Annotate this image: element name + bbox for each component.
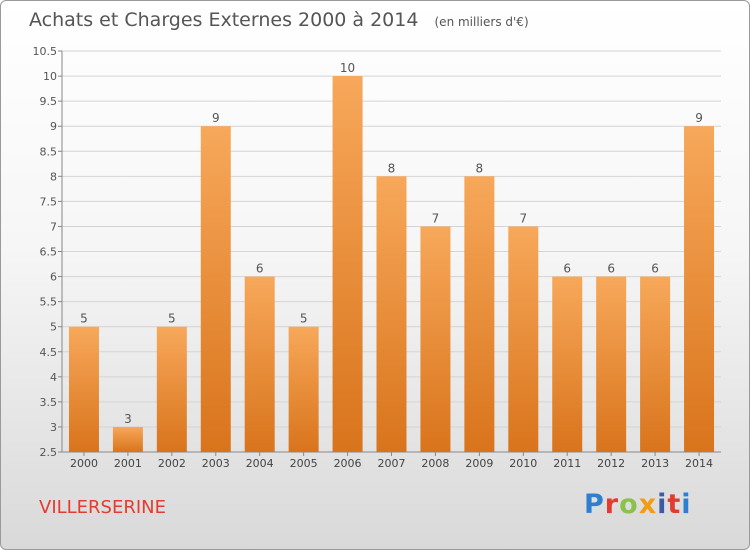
chart-title: Achats et Charges Externes 2000 à 2014 (… [29,9,529,31]
x-tick-label-2007: 2007 [378,457,406,470]
bar-2010 [508,226,539,452]
data-label-2003: 9 [212,111,220,125]
data-label-2004: 6 [256,262,264,276]
proxiti-logo: Proxiti [584,489,692,520]
y-tick-label: 4.5 [40,346,58,359]
data-label-2002: 5 [168,312,176,326]
x-tick-label-2002: 2002 [158,457,186,470]
bar-2005 [288,326,319,452]
x-tick-label-2000: 2000 [70,457,98,470]
y-tick-label: 9 [50,120,57,133]
y-tick-label: 10.5 [33,45,58,58]
data-label-2000: 5 [80,312,88,326]
bar-2007 [376,176,407,452]
logo-letter: o [619,489,639,520]
x-tick-label-2003: 2003 [202,457,230,470]
logo-letter: t [667,489,682,520]
x-tick-label-2004: 2004 [246,457,274,470]
x-tick-label-2009: 2009 [465,457,493,470]
bar-2001 [112,426,143,452]
logo-letter: r [604,489,620,520]
x-tick-label-2001: 2001 [114,457,142,470]
x-tick-label-2008: 2008 [421,457,449,470]
y-tick-label: 8.5 [40,145,58,158]
data-label-2012: 6 [607,262,615,276]
y-tick-label: 6 [50,271,57,284]
y-tick-label: 4 [50,371,57,384]
data-label-2005: 5 [300,312,308,326]
y-tick-label: 9.5 [40,95,58,108]
logo-letter: i [681,489,692,520]
data-label-2006: 10 [340,61,355,75]
data-label-2014: 9 [695,111,703,125]
logo-letter: P [584,489,605,520]
place-name: VILLERSERINE [39,497,167,518]
x-tick-label-2012: 2012 [597,457,625,470]
bar-2008 [420,226,451,452]
y-tick-label: 5 [50,321,57,334]
data-label-2009: 8 [476,161,484,175]
chart-unit: (en milliers d'€) [434,15,529,29]
bar-2002 [156,326,187,452]
data-labels: 5 3 5 9 6 5 10 8 7 8 7 6 6 6 9 [80,61,703,426]
y-tick-label: 7 [50,220,57,233]
bar-2004 [244,276,275,452]
y-tick-label: 3.5 [40,396,58,409]
bar-2003 [200,126,231,452]
y-tick-label: 10 [43,70,57,83]
data-label-2001: 3 [124,412,132,426]
data-label-2008: 7 [432,211,440,225]
y-tick-label: 8 [50,170,57,183]
x-tick-label-2010: 2010 [509,457,537,470]
y-tick-label: 5.5 [40,296,58,309]
data-label-2013: 6 [651,262,659,276]
y-tick-label: 6.5 [40,246,58,259]
data-label-2010: 7 [519,211,527,225]
bar-2009 [464,176,495,452]
x-tick-label-2014: 2014 [685,457,713,470]
y-tick-label: 7.5 [40,195,58,208]
y-tick-label: 2.5 [40,446,58,459]
logo-letter: x [638,489,658,520]
data-label-2011: 6 [563,262,571,276]
x-tick-label-2006: 2006 [334,457,362,470]
x-tick-labels: 2000 2001 2002 2003 2004 2005 2006 2007 2008 2009… [70,457,713,470]
y-tick-label: 3 [50,421,57,434]
bar-2006 [332,76,363,452]
x-tick-label-2005: 2005 [290,457,318,470]
bar-2014 [684,126,715,452]
bar-2013 [640,276,671,452]
bar-2011 [552,276,583,452]
bars [68,76,715,452]
y-tick-labels: 2.5 3 3.5 4 4.5 5 5.5 6 6.5 7 7.5 8 8.5 9 9.5 10 10.5 [33,45,58,459]
logo-letter: i [657,489,668,520]
bar-2000 [68,326,99,452]
data-label-2007: 8 [388,161,396,175]
x-tick-label-2013: 2013 [641,457,669,470]
x-tick-label-2011: 2011 [553,457,581,470]
chart-title-text: Achats et Charges Externes 2000 à 2014 [29,9,419,31]
bar-2012 [596,276,627,452]
